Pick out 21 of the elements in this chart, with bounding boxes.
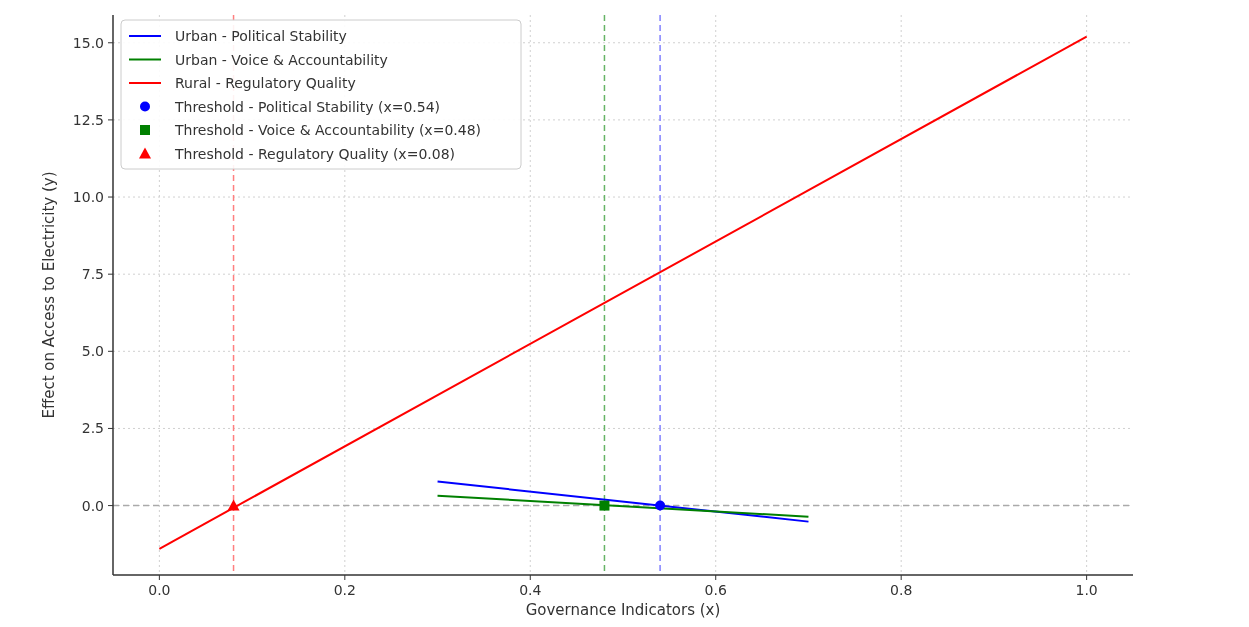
y-tick-label: 7.5 [81, 266, 104, 283]
legend-label: Threshold - Regulatory Quality (x=0.08) [174, 145, 456, 162]
x-tick-label: 0.8 [890, 582, 913, 598]
x-tick-label: 1.0 [1075, 582, 1098, 598]
x-tick-label: 0.2 [333, 582, 356, 598]
legend-label: Threshold - Voice & Accountability (x=0.48) [174, 122, 482, 138]
y-tick-label: 12.5 [72, 111, 104, 128]
x-tick-label: 0.6 [704, 582, 727, 598]
y-tick-label: 15.0 [72, 34, 104, 51]
legend-label: Urban - Political Stability [175, 28, 347, 44]
y-tick-label: 10.0 [72, 189, 104, 206]
x-tick-label: 0.0 [148, 582, 171, 598]
legend-label: Threshold - Political Stability (x=0.54) [174, 98, 441, 115]
y-tick-label: 0.0 [81, 497, 104, 514]
x-axis-title: Governance Indicators (x) [525, 601, 721, 619]
y-tick-label: 5.0 [81, 343, 104, 360]
y-tick-label: 2.5 [81, 420, 104, 437]
legend-label: Urban - Voice & Accountability [175, 51, 388, 68]
legend-label: Rural - Regulatory Quality [175, 75, 356, 91]
y-axis-title: Effect on Access to Electricity (y) [40, 171, 58, 419]
x-tick-label: 0.4 [519, 582, 542, 598]
